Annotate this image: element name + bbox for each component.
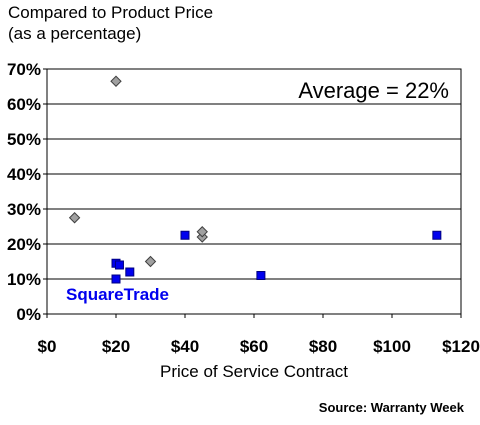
y-tick-label-60: 60%	[7, 95, 41, 114]
diamond-point-4	[196, 226, 208, 238]
x-tick-label-80: $80	[309, 337, 337, 356]
square-point-6	[432, 230, 442, 240]
diamond-point-1	[110, 75, 122, 87]
chart-title-line-1: Compared to Product Price	[8, 3, 213, 22]
y-axis-ticks: 0% 10% 20% 30% 40% 50% 60% 70%	[7, 60, 47, 324]
plot-area-border	[46, 68, 462, 315]
x-tick-label-60: $60	[240, 337, 268, 356]
chart-title-line-2: (as a percentage)	[8, 24, 141, 43]
diamond-point-2	[144, 255, 157, 268]
y-tick-label-50: 50%	[7, 130, 41, 149]
square-point-5	[256, 271, 266, 280]
square-point-4	[180, 230, 190, 240]
x-tick-label-100: $100	[373, 337, 411, 356]
y-tick-label-10: 10%	[7, 270, 41, 289]
square-point-3	[125, 267, 135, 277]
source-note: Source: Warranty Week	[319, 400, 465, 415]
y-tick-label-40: 40%	[7, 165, 41, 184]
y-tick-label-0: 0%	[16, 305, 41, 324]
x-axis-ticks: $0 $20 $40 $60 $80 $100 $120	[38, 314, 480, 356]
y-tick-label-70: 70%	[7, 60, 41, 79]
average-annotation: Average = 22%	[298, 78, 449, 103]
square-point-0	[111, 274, 121, 284]
y-tick-label-30: 30%	[7, 200, 41, 219]
y-tick-label-20: 20%	[7, 235, 41, 254]
x-tick-label-20: $20	[102, 337, 130, 356]
x-axis-label: Price of Service Contract	[160, 362, 348, 381]
diamond-point-0	[68, 212, 81, 224]
x-tick-label-0: $0	[38, 337, 57, 356]
x-tick-label-40: $40	[171, 337, 199, 356]
x-tick-label-120: $120	[442, 337, 480, 356]
square-point-2	[114, 260, 124, 270]
squaretrade-series-label: SquareTrade	[66, 285, 169, 304]
gridlines	[47, 103, 461, 280]
data-points	[68, 75, 442, 284]
